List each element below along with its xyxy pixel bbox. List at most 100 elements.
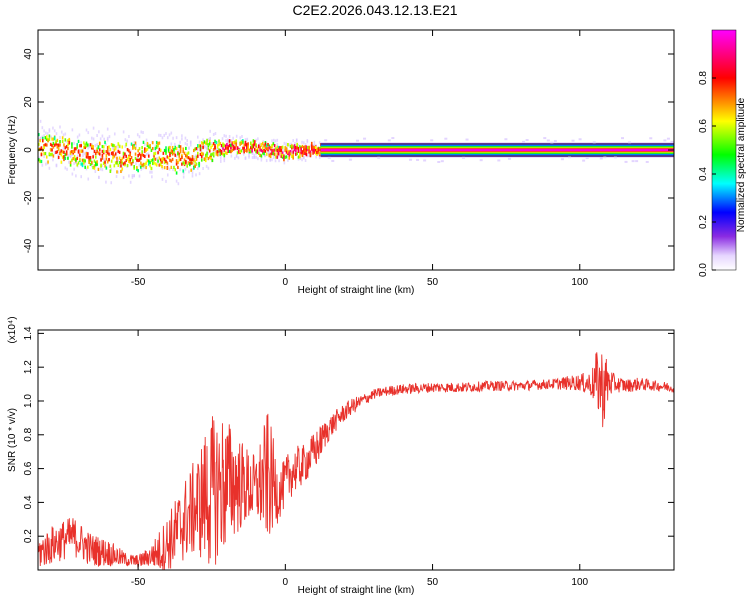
heatmap-cell <box>296 142 298 147</box>
y-tick-label: 0.8 <box>23 427 34 441</box>
heatmap-cell <box>96 160 98 164</box>
heatmap-cell <box>356 139 359 142</box>
heatmap-cell <box>38 142 40 146</box>
heatmap-cell <box>136 165 138 170</box>
y-tick-label: 1.4 <box>23 326 34 340</box>
heatmap-cell <box>60 160 63 164</box>
heatmap-cell <box>104 164 106 168</box>
heatmap-cell <box>276 145 279 149</box>
heatmap-cell <box>96 162 98 166</box>
heatmap-cell <box>301 158 303 162</box>
heatmap-cell <box>220 151 223 155</box>
heatmap-cell <box>60 130 63 134</box>
heatmap-cell <box>124 154 127 158</box>
heatmap-cell <box>269 152 272 156</box>
heatmap-cell <box>98 148 101 152</box>
heatmap-cell <box>296 144 298 148</box>
heatmap-cell <box>283 158 285 162</box>
heatmap-cell <box>85 167 88 171</box>
heatmap-cell <box>430 139 434 142</box>
heatmap-cell <box>59 151 61 155</box>
heatmap-cell <box>109 164 112 168</box>
heatmap-cell <box>142 131 144 135</box>
heatmap-cell <box>246 143 248 147</box>
x-tick-label: 0 <box>283 577 289 588</box>
heatmap-cell <box>98 175 100 179</box>
heatmap-cell <box>151 158 154 162</box>
heatmap-cell <box>283 161 286 165</box>
heatmap-cell <box>48 152 51 156</box>
heatmap-cell <box>219 141 222 146</box>
heatmap-cell <box>267 149 270 153</box>
heatmap-cell <box>161 177 164 181</box>
heatmap-cell <box>244 148 247 153</box>
heatmap-cell <box>112 143 114 147</box>
heatmap-cell <box>80 144 82 148</box>
heatmap-cell <box>39 137 42 141</box>
heatmap-cell <box>264 142 267 146</box>
y-tick-label: 20 <box>23 96 34 108</box>
heatmap-cell <box>239 136 241 140</box>
heatmap-cell <box>112 145 114 149</box>
colorbar-tick-label: 0.4 <box>698 167 709 181</box>
heatmap-cell <box>230 139 233 143</box>
heatmap-cell <box>106 136 109 140</box>
heatmap-cell <box>94 151 97 156</box>
heatmap-cell <box>232 146 235 151</box>
heatmap-cell <box>507 157 511 160</box>
heatmap-cell <box>208 155 211 159</box>
heatmap-cell <box>184 167 187 171</box>
heatmap-cell <box>318 148 321 152</box>
heatmap-cell <box>124 152 126 156</box>
heatmap-cell <box>251 145 253 149</box>
heatmap-cell <box>94 163 97 167</box>
heatmap-cell <box>212 152 215 156</box>
heatmap-cell <box>134 146 137 151</box>
heatmap-cell <box>253 155 256 159</box>
heatmap-cell <box>142 150 144 154</box>
heatmap-cell <box>194 160 196 164</box>
heatmap-cell <box>331 159 335 162</box>
heatmap-cell <box>154 150 157 154</box>
heatmap-cell <box>159 148 162 152</box>
heatmap-cell <box>130 142 133 146</box>
heatmap-cell <box>250 144 252 148</box>
heatmap-cell <box>92 165 94 170</box>
heatmap-cell <box>184 136 187 140</box>
heatmap-cell <box>38 132 40 137</box>
heatmap-cell <box>267 142 269 147</box>
heatmap-cell <box>221 137 224 141</box>
heatmap-cell <box>276 152 279 156</box>
heatmap-cell <box>227 145 230 150</box>
heatmap-cell <box>41 139 44 143</box>
heatmap-cell <box>96 147 98 151</box>
heatmap-cell <box>153 152 155 156</box>
heatmap-cell <box>59 135 61 139</box>
heatmap-cell <box>131 175 134 179</box>
heatmap-cell <box>228 142 231 146</box>
heatmap-cell <box>104 140 106 145</box>
heatmap-cell <box>151 147 154 151</box>
heatmap-cell <box>187 151 190 155</box>
heatmap-cell <box>101 164 104 168</box>
heatmap-cell <box>159 133 162 137</box>
heatmap-cell <box>303 146 305 150</box>
heatmap-cell <box>267 146 269 151</box>
heatmap-cell <box>85 128 88 132</box>
heatmap-cell <box>283 141 286 145</box>
heatmap-cell <box>92 137 95 141</box>
heatmap-cell <box>159 158 162 162</box>
heatmap-cell <box>253 153 256 157</box>
heatmap-cell <box>252 139 255 143</box>
heatmap-cell <box>227 148 230 153</box>
heatmap-cell <box>122 151 125 155</box>
heatmap-cell <box>129 153 132 157</box>
heatmap-cell <box>56 150 59 154</box>
heatmap-cell <box>130 162 133 166</box>
heatmap-cell <box>43 143 45 148</box>
heatmap-cell <box>181 155 183 159</box>
heatmap-cell <box>91 146 93 150</box>
heatmap-cell <box>158 150 160 154</box>
heatmap-cell <box>189 163 191 167</box>
heatmap-cell <box>223 143 226 147</box>
